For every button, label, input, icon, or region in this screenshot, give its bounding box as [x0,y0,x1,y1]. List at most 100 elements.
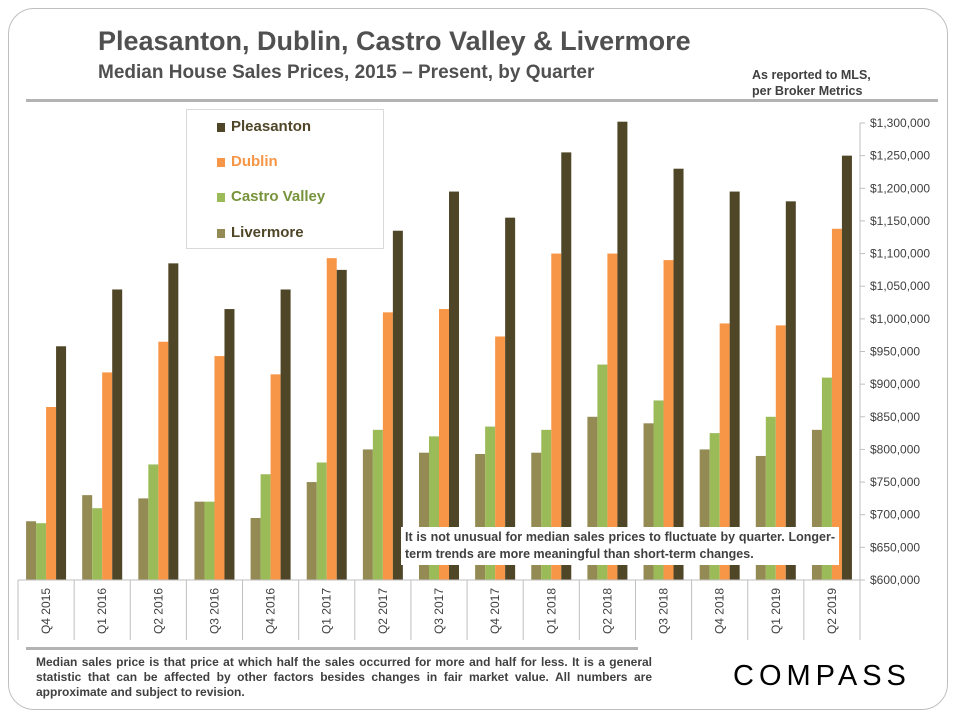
bar-castro-valley [429,436,439,580]
bar-pleasanton [168,263,179,580]
slide-frame [8,8,948,710]
bar-dublin [102,372,113,580]
footnote: Median sales price is that price at whic… [36,655,652,699]
y-tick-label: $700,000 [870,508,920,522]
bar-pleasanton [729,191,740,581]
legend-swatch [217,193,225,202]
bar-livermore [587,416,598,580]
y-tick-label: $1,150,000 [870,214,930,228]
bar-dublin [495,336,506,580]
bar-livermore [26,521,37,580]
bar-castro-valley [485,426,496,580]
bar-dublin [326,258,337,580]
bar-dublin [214,356,225,580]
x-tick-label: Q4 2018 [713,588,727,634]
bar-castro-valley [821,377,832,580]
y-tick-label: $850,000 [870,410,920,424]
bar-pleasanton [224,309,235,580]
bar-livermore [194,501,205,580]
chart-title: Pleasanton, Dublin, Castro Valley & Live… [98,26,691,56]
legend-swatch [217,158,225,167]
bar-castro-valley [148,464,159,580]
bar-livermore [250,517,261,580]
legend-label: Castro Valley [231,188,326,205]
bar-pleasanton [617,121,628,580]
y-tick-label: $1,000,000 [870,312,930,326]
bar-castro-valley [709,433,720,580]
x-tick-label: Q1 2019 [769,588,783,634]
bar-dublin [663,260,674,580]
legend-label: Dublin [231,153,278,170]
legend-item-castro-valley: Castro Valley [217,188,326,205]
bar-castro-valley [597,364,608,580]
y-tick-label: $1,100,000 [870,247,930,261]
chart-legend: Pleasanton Dublin Castro Valley Livermore [186,109,384,249]
legend-item-livermore: Livermore [217,224,304,241]
bar-livermore [82,495,93,580]
y-tick-label: $1,050,000 [870,279,930,293]
bar-pleasanton [673,168,684,580]
bar-livermore [811,429,822,580]
source-note: As reported to MLS, per Broker Metrics [752,67,871,99]
bar-castro-valley [204,501,215,580]
bar-livermore [531,452,542,580]
y-tick-label: $950,000 [870,345,920,359]
bar-dublin [775,325,786,580]
bar-livermore [699,449,710,580]
bar-castro-valley [316,462,327,580]
bar-dublin [607,253,618,580]
compass-logo: COMPASS [733,660,911,692]
bar-pleasanton [841,155,852,580]
legend-label: Livermore [231,224,304,241]
bar-castro-valley [653,400,664,580]
bar-pleasanton [561,152,572,580]
x-tick-label: Q1 2016 [95,588,109,634]
bar-dublin [439,309,449,580]
y-tick-label: $800,000 [870,442,920,456]
bar-castro-valley [541,429,552,580]
x-tick-label: Q3 2017 [432,588,446,634]
x-tick-label: Q4 2017 [488,588,502,634]
bar-livermore [419,452,429,580]
annotation-note: It is not unusual for median sales price… [401,527,839,565]
bar-livermore [362,449,373,580]
bar-castro-valley [372,429,383,580]
bar-pleasanton [112,289,123,580]
legend-item-dublin: Dublin [217,153,278,170]
bar-pleasanton [392,230,403,580]
legend-item-pleasanton: Pleasanton [217,118,312,135]
x-tick-label: Q2 2017 [376,588,390,634]
bottom-divider [26,647,638,650]
y-tick-label: $750,000 [870,475,920,489]
x-tick-label: Q3 2018 [657,588,671,634]
bar-pleasanton [449,191,459,581]
chart-subtitle: Median House Sales Prices, 2015 – Presen… [98,62,595,83]
x-tick-label: Q2 2018 [600,588,614,634]
x-tick-label: Q2 2016 [151,588,165,634]
bar-dublin [158,341,169,580]
bar-livermore [138,498,149,580]
y-tick-label: $650,000 [870,540,920,554]
y-tick-label: $600,000 [870,573,920,587]
bar-pleasanton [336,269,347,580]
x-tick-label: Q4 2016 [264,588,278,634]
bar-castro-valley [260,474,271,580]
y-tick-label: $900,000 [870,377,920,391]
y-tick-label: $1,300,000 [870,116,930,130]
y-tick-label: $1,200,000 [870,181,930,195]
bar-livermore [475,454,486,580]
bar-dublin [719,323,730,580]
bar-dublin [382,312,393,580]
bar-castro-valley [765,416,776,580]
bar-castro-valley [92,508,103,580]
top-divider [26,99,938,102]
bar-dublin [270,374,281,580]
bar-livermore [643,423,654,580]
bar-castro-valley [36,523,47,580]
bar-livermore [306,482,317,580]
bar-dublin [46,406,57,580]
legend-swatch [217,229,225,238]
legend-label: Pleasanton [231,118,312,135]
x-tick-label: Q1 2018 [544,588,558,634]
